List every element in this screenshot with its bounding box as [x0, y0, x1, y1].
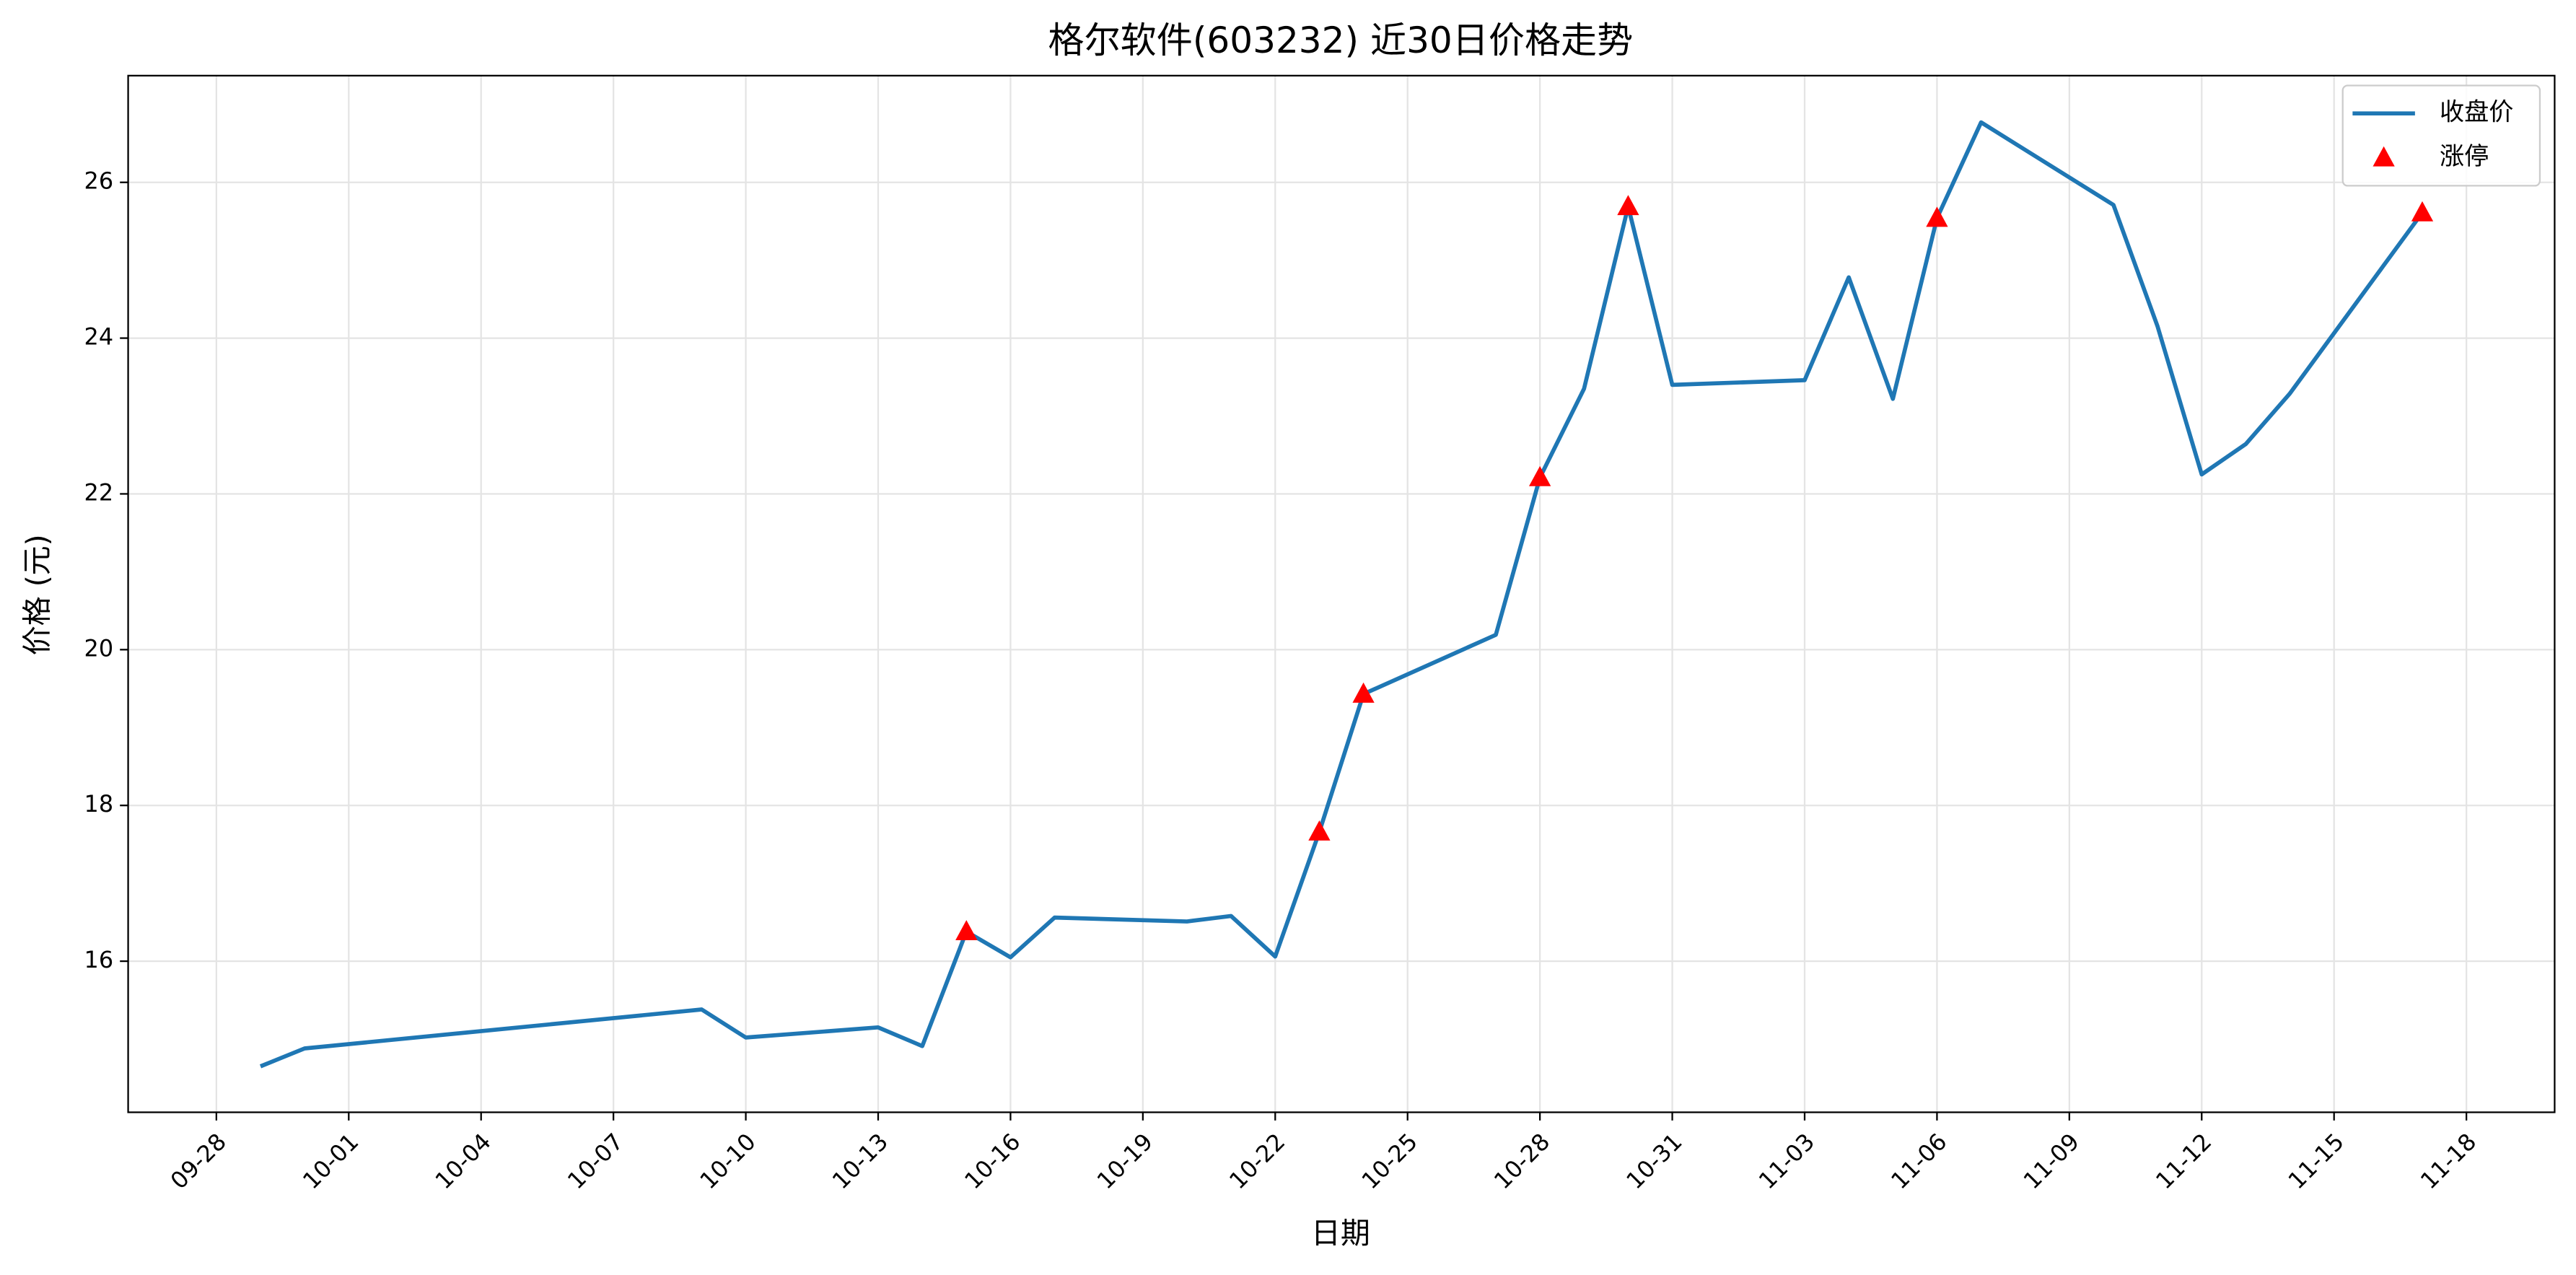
x-tick-label: 10-10: [694, 1128, 761, 1194]
x-tick-label: 11-03: [1753, 1128, 1820, 1194]
x-tick-label: 10-16: [959, 1128, 1025, 1194]
y-axis-label: 价格 (元): [20, 534, 55, 655]
y-tick-label: 20: [84, 634, 114, 662]
limit-up-marker: [1308, 820, 1331, 841]
x-tick-label: 11-15: [2282, 1128, 2349, 1194]
x-tick-label: 11-06: [1885, 1128, 1952, 1194]
x-tick-label: 10-01: [297, 1128, 364, 1194]
y-tick-label: 16: [84, 946, 114, 973]
x-tick-label: 10-07: [562, 1128, 628, 1194]
limit-up-marker: [1528, 465, 1551, 486]
x-tick-label: 09-28: [165, 1128, 232, 1194]
x-tick-label: 10-25: [1357, 1128, 1423, 1194]
limit-up-marker: [955, 920, 978, 941]
limit-up-marker: [1352, 682, 1375, 703]
x-tick-label: 11-09: [2018, 1128, 2085, 1194]
y-tick-label: 18: [84, 790, 114, 818]
x-tick-label: 10-28: [1489, 1128, 1555, 1194]
limit-up-marker: [2411, 201, 2434, 222]
price-line: [259, 120, 2424, 1069]
y-tick-label: 22: [84, 478, 114, 506]
x-tick-label: 10-04: [430, 1128, 496, 1194]
x-axis-label: 日期: [1311, 1216, 1370, 1250]
x-tick-label: 10-22: [1224, 1128, 1290, 1194]
x-tick-label: 10-31: [1621, 1128, 1687, 1194]
y-tick-label: 26: [84, 167, 114, 195]
x-tick-label: 11-18: [2415, 1128, 2481, 1194]
limit-up-marker: [1617, 195, 1639, 216]
legend-marker: [2373, 146, 2395, 167]
y-tick-label: 24: [84, 323, 114, 351]
x-tick-label: 11-12: [2150, 1128, 2217, 1194]
legend-label: 收盘价: [2440, 98, 2513, 127]
x-tick-label: 10-13: [827, 1128, 893, 1194]
chart-title: 格尔软件(603232) 近30日价格走势: [1048, 19, 1634, 61]
legend-label: 涨停: [2440, 142, 2489, 171]
limit-up-marker: [1926, 206, 1948, 227]
x-tick-label: 10-19: [1092, 1128, 1158, 1194]
legend-box: [2341, 84, 2541, 187]
plot-frame: [127, 74, 2556, 1113]
